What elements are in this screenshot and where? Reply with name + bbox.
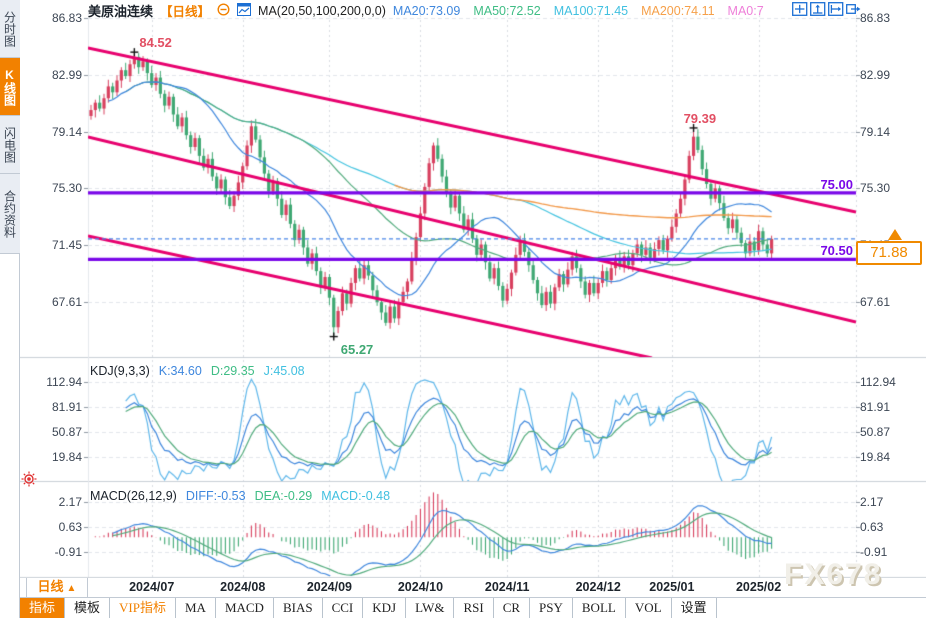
dropdown-arrow-icon: ▲ [66,583,77,594]
kdj-value: J:45.08 [263,364,305,378]
price-tick-left: 86.83 [51,11,82,25]
ma-settings-label: MA(20,50,100,200,0,0) [258,3,386,18]
chart-toolbar [792,2,862,16]
tab-psy[interactable]: PSY [530,598,573,618]
kdj-tick-right: 81.91 [860,399,891,414]
x-axis-label: 2024/09 [306,580,353,594]
tab-rsi[interactable]: RSI [454,598,494,618]
ma-legend-value: MA20:73.09 [392,3,461,18]
line-chart-icon[interactable] [237,2,252,19]
x-axis-label: 2024/10 [397,580,444,594]
kdj-title: KDJ(9,3,3) [90,364,150,378]
left-sidebar: 分时图 K线图 闪电图 合约资料 [0,0,20,618]
macd-title: MACD(26,12,9) [90,489,177,503]
swing-low-label: 65.27 [340,341,374,357]
tab-lwr[interactable]: LW& [406,598,455,618]
kdj-tick-left: 81.91 [51,399,82,414]
swing-high-label-2: 79.39 [683,110,717,126]
support-resistance-label-0: 75.00 [820,176,853,192]
x-axis-label: 2024/08 [220,580,266,594]
ma-legend-value: MA200:74.11 [641,3,715,18]
tab-vol[interactable]: VOL [626,598,672,618]
sidebar-tab-tick[interactable]: 闪电图 [0,116,20,174]
red-sun-icon[interactable] [21,471,37,492]
tab-vip-indicators[interactable]: VIP指标 [110,598,176,618]
sidebar-tab-contract-info[interactable]: 合约资料 [0,174,20,254]
zoom-horizontal-icon[interactable] [828,2,844,16]
price-tick-right: 67.61 [860,294,891,309]
price-tick-left: 75.30 [51,181,82,196]
ma-legend-value: MA0:7 [727,3,764,18]
macd-panel-header: MACD(26,12,9) DIFF:-0.53 DEA:-0.29 MACD:-0… [90,489,390,503]
price-tick-left: 82.99 [51,67,82,82]
price-tick-right: 82.99 [860,67,891,82]
kdj-tick-right: 19.84 [860,449,891,464]
price-tick-left: 67.61 [51,294,82,309]
swing-high-label-1: 84.52 [139,35,172,51]
tab-macd[interactable]: MACD [216,598,274,618]
period-selector-button[interactable]: 日线 ▲ [26,578,88,597]
zoom-vertical-icon[interactable] [810,2,826,16]
price-tick-right: 86.83 [860,11,891,25]
price-tick-left: 79.14 [51,124,82,139]
support-resistance-label-1: 70.50 [820,243,853,259]
export-chart-icon[interactable] [846,2,862,16]
sidebar-tab-time-share[interactable]: 分时图 [0,0,20,58]
x-axis-row: 日线 ▲ 2024/07 2024/08 2024/09 2024/10 2024/11 2… [20,578,926,598]
ma-legend: MA20:73.09 MA50:72.52 MA100:71.45 MA200:74.… [393,4,764,18]
macd-tick-left: 2.17 [58,494,82,509]
x-axis-label: 2024/12 [575,580,621,594]
macd-value: DIFF:-0.53 [185,489,246,503]
kdj-value: K:34.60 [158,364,202,378]
kdj-tick-left: 19.84 [51,449,82,464]
x-axis-label: 2024/11 [484,580,530,594]
tab-cr[interactable]: CR [494,598,531,618]
indicator-tab-bar: 指标 模板 VIP指标 MA MACD BIAS CCI KDJ LW& RSI CR PSY BOLL… [20,598,926,618]
last-price-tag: 71.88 [856,240,922,265]
ma-legend-value: MA50:72.52 [473,3,541,18]
tab-indicators[interactable]: 指标 [20,598,66,618]
kdj-value: D:29.35 [210,364,255,378]
tab-cci[interactable]: CCI [323,598,364,618]
macd-tick-right: 0.63 [860,520,884,534]
ma-legend-value: MA100:71.45 [553,3,629,18]
tab-ma[interactable]: MA [176,598,216,618]
tab-kdj[interactable]: KDJ [363,598,407,618]
kdj-tick-right: 50.87 [860,425,891,439]
price-tick-left: 71.45 [51,238,82,253]
circle-minus-icon[interactable] [217,2,230,19]
macd-tick-left: 0.63 [58,520,82,534]
sidebar-tab-kline[interactable]: K线图 [0,58,20,116]
price-tick-right: 79.14 [860,124,891,139]
kdj-tick-left: 112.94 [46,375,82,389]
tab-boll[interactable]: BOLL [573,598,626,618]
tab-settings[interactable]: 设置 [672,598,717,618]
kdj-tick-right: 112.94 [860,375,896,389]
tab-bias[interactable]: BIAS [274,598,323,618]
price-up-arrow-icon [888,228,902,240]
kdj-tick-left: 50.87 [51,425,82,439]
kdj-panel-header: KDJ(9,3,3) K:34.60 D:29.35 J:45.08 [90,364,305,378]
macd-tick-right: -0.91 [860,545,888,559]
pan-crosshair-icon[interactable] [792,2,808,16]
macd-value: MACD:-0.48 [321,489,391,503]
price-tick-right: 75.30 [860,181,891,196]
macd-tick-left: -0.91 [54,545,82,559]
chart-header: 美原油连续 【日线】 MA(20,50,100,200,0,0) MA20:73… [88,2,764,19]
symbol-name: 美原油连续 [88,4,154,19]
x-axis-label: 2024/07 [129,580,175,594]
x-axis-label: 2025/01 [649,580,695,594]
period-button-label: 日线 [37,579,64,594]
macd-value: DEA:-0.29 [254,489,313,503]
x-axis-label: 2025/02 [735,580,782,594]
macd-tick-right: 2.17 [860,494,884,509]
period-label: 【日线】 [160,5,211,19]
tab-templates[interactable]: 模板 [65,598,111,618]
